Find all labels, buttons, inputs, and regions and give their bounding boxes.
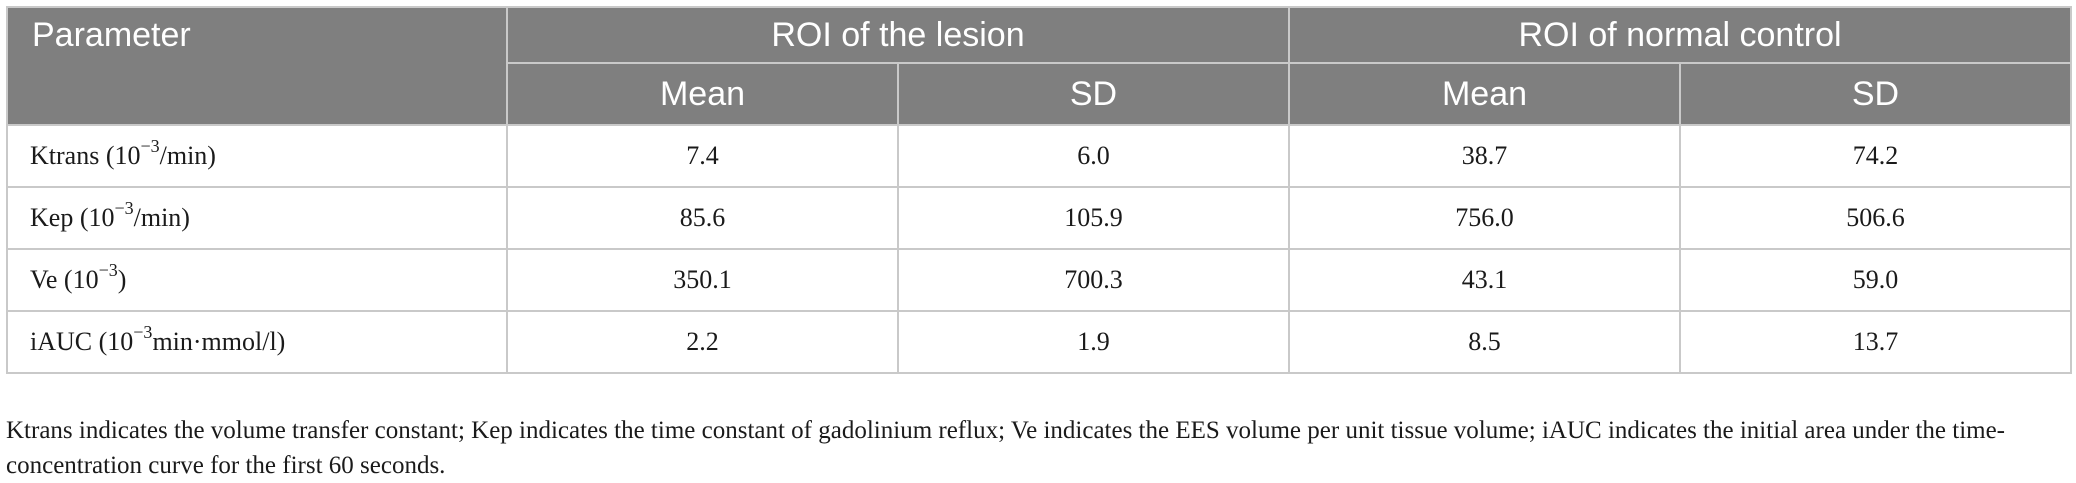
param-exponent: −3 — [140, 136, 160, 156]
table-footnote: Ktrans indicates the volume transfer con… — [6, 417, 2006, 479]
normal-mean-cell: 43.1 — [1288, 248, 1681, 312]
table-row: Ve (10−3) 350.1 700.3 43.1 59.0 — [6, 248, 2072, 312]
lesion-sd-cell: 700.3 — [897, 248, 1290, 312]
param-cell: Kep (10−3/min) — [6, 186, 508, 250]
param-unit: /min) — [133, 203, 190, 232]
header-lesion-sd: SD — [897, 62, 1290, 126]
param-name: Ktrans (10 — [30, 141, 141, 170]
header-lesion-mean: Mean — [506, 62, 899, 126]
param-name: Kep (10 — [30, 203, 115, 232]
header-row-groups: Parameter ROI of the lesion ROI of norma… — [6, 6, 2072, 126]
table-row: Kep (10−3/min) 85.6 105.9 756.0 506.6 — [6, 186, 2072, 250]
table-row: Ktrans (10−3/min) 7.4 6.0 38.7 74.2 — [6, 124, 2072, 188]
param-name: iAUC (10 — [30, 327, 134, 356]
param-exponent: −3 — [114, 198, 134, 218]
param-exponent: −3 — [98, 260, 118, 280]
normal-mean-cell: 38.7 — [1288, 124, 1681, 188]
normal-mean-cell: 8.5 — [1288, 310, 1681, 374]
lesion-mean-cell: 85.6 — [506, 186, 899, 250]
param-exponent: −3 — [133, 322, 153, 342]
param-cell: Ktrans (10−3/min) — [6, 124, 508, 188]
lesion-sd-cell: 6.0 — [897, 124, 1290, 188]
header-normal-sd: SD — [1679, 62, 2072, 126]
param-unit: min·mmol/l) — [152, 327, 286, 356]
lesion-mean-cell: 2.2 — [506, 310, 899, 374]
table-container: Parameter ROI of the lesion ROI of norma… — [6, 6, 2072, 374]
header-group-lesion: ROI of the lesion — [506, 6, 1290, 64]
header-row-stats: Mean SD Mean SD — [7, 62, 2072, 126]
lesion-sd-cell: 105.9 — [897, 186, 1290, 250]
lesion-mean-cell: 7.4 — [506, 124, 899, 188]
param-unit: ) — [117, 265, 127, 294]
header-group-normal: ROI of normal control — [1288, 6, 2072, 64]
normal-sd-cell: 13.7 — [1679, 310, 2072, 374]
normal-sd-cell: 59.0 — [1679, 248, 2072, 312]
header-parameter: Parameter — [6, 6, 508, 126]
parameter-table: Parameter ROI of the lesion ROI of norma… — [6, 6, 2072, 374]
normal-sd-cell: 74.2 — [1679, 124, 2072, 188]
table-row: iAUC (10−3min·mmol/l) 2.2 1.9 8.5 13.7 — [6, 310, 2072, 374]
normal-sd-cell: 506.6 — [1679, 186, 2072, 250]
normal-mean-cell: 756.0 — [1288, 186, 1681, 250]
lesion-sd-cell: 1.9 — [897, 310, 1290, 374]
param-unit: /min) — [159, 141, 216, 170]
param-cell: iAUC (10−3min·mmol/l) — [6, 310, 508, 374]
header-normal-mean: Mean — [1288, 62, 1681, 126]
param-name: Ve (10 — [30, 265, 99, 294]
param-cell: Ve (10−3) — [6, 248, 508, 312]
lesion-mean-cell: 350.1 — [506, 248, 899, 312]
